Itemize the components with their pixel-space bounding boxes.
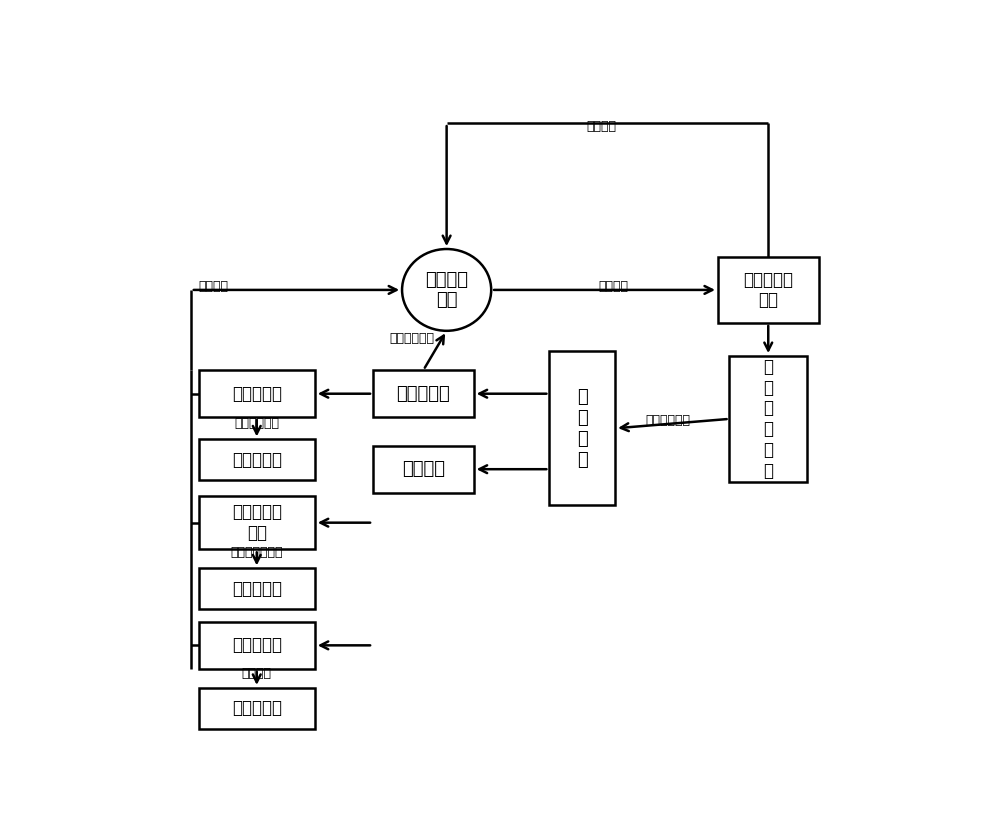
Ellipse shape: [402, 249, 491, 331]
FancyBboxPatch shape: [729, 356, 807, 482]
Text: 雨水检测器: 雨水检测器: [232, 385, 282, 403]
FancyBboxPatch shape: [199, 496, 315, 549]
FancyBboxPatch shape: [199, 622, 315, 669]
FancyBboxPatch shape: [199, 569, 315, 609]
Text: 温度检测器: 温度检测器: [232, 636, 282, 654]
Text: 传感器组: 传感器组: [402, 460, 445, 478]
Text: 到达指定位置: 到达指定位置: [645, 414, 690, 427]
Text: 视频信号输出: 视频信号输出: [389, 332, 434, 345]
Text: 数据传输: 数据传输: [199, 280, 229, 293]
Text: 指令信号: 指令信号: [598, 280, 628, 293]
FancyBboxPatch shape: [373, 370, 474, 417]
Text: 可燃气体浓度高: 可燃气体浓度高: [230, 546, 283, 559]
Text: 后台控制
中心: 后台控制 中心: [425, 270, 468, 310]
FancyBboxPatch shape: [199, 688, 315, 729]
Text: 红指示灯亮: 红指示灯亮: [232, 699, 282, 717]
Text: 实时摄像头: 实时摄像头: [396, 385, 450, 403]
Text: 升
降
机
构: 升 降 机 构: [577, 388, 588, 468]
Text: 巡检机器人
主体: 巡检机器人 主体: [743, 270, 793, 310]
Text: 黄指示灯亮: 黄指示灯亮: [232, 580, 282, 598]
Text: 可燃气体检
测器: 可燃气体检 测器: [232, 503, 282, 542]
FancyBboxPatch shape: [549, 351, 615, 506]
Text: 降水情况异常: 降水情况异常: [234, 417, 279, 430]
FancyBboxPatch shape: [199, 440, 315, 480]
Text: 绿指示灯亮: 绿指示灯亮: [232, 451, 282, 469]
FancyBboxPatch shape: [373, 445, 474, 493]
Text: 温度异常: 温度异常: [242, 667, 272, 681]
Text: 检测完毕: 检测完毕: [587, 120, 617, 133]
Text: 行
走
驱
动
机
构: 行 走 驱 动 机 构: [763, 358, 773, 480]
FancyBboxPatch shape: [199, 370, 315, 417]
FancyBboxPatch shape: [718, 257, 819, 323]
